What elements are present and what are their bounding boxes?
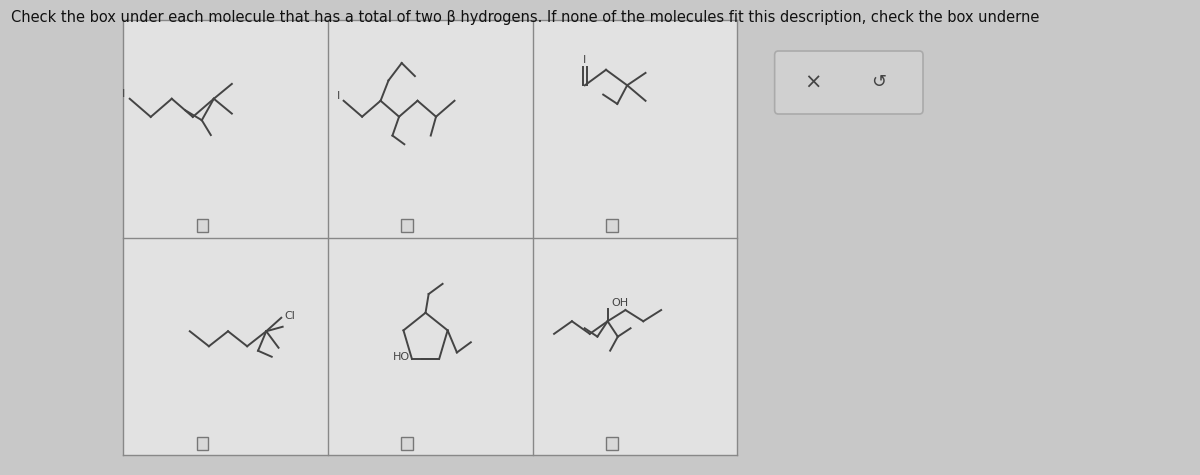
Text: OH: OH [612, 298, 629, 308]
Text: Check the box under each molecule that has a total of two β hydrogens. If none o: Check the box under each molecule that h… [11, 10, 1039, 25]
Bar [122, 238, 328, 455]
Bar [328, 238, 533, 455]
Bar [197, 437, 209, 450]
Bar [402, 437, 413, 450]
Text: ×: × [804, 73, 822, 93]
Text: ↺: ↺ [871, 74, 886, 92]
Bar [533, 238, 737, 455]
Bar [328, 20, 533, 238]
FancyBboxPatch shape [775, 51, 923, 114]
Bar [606, 219, 618, 232]
Bar [402, 219, 413, 232]
Text: I: I [337, 91, 340, 101]
Text: HO: HO [392, 352, 409, 362]
Bar [122, 20, 328, 238]
Text: Cl: Cl [284, 311, 295, 321]
Bar [197, 219, 209, 232]
Bar [533, 20, 737, 238]
Bar [606, 437, 618, 450]
Text: I: I [583, 56, 587, 66]
Text: I: I [122, 89, 125, 99]
